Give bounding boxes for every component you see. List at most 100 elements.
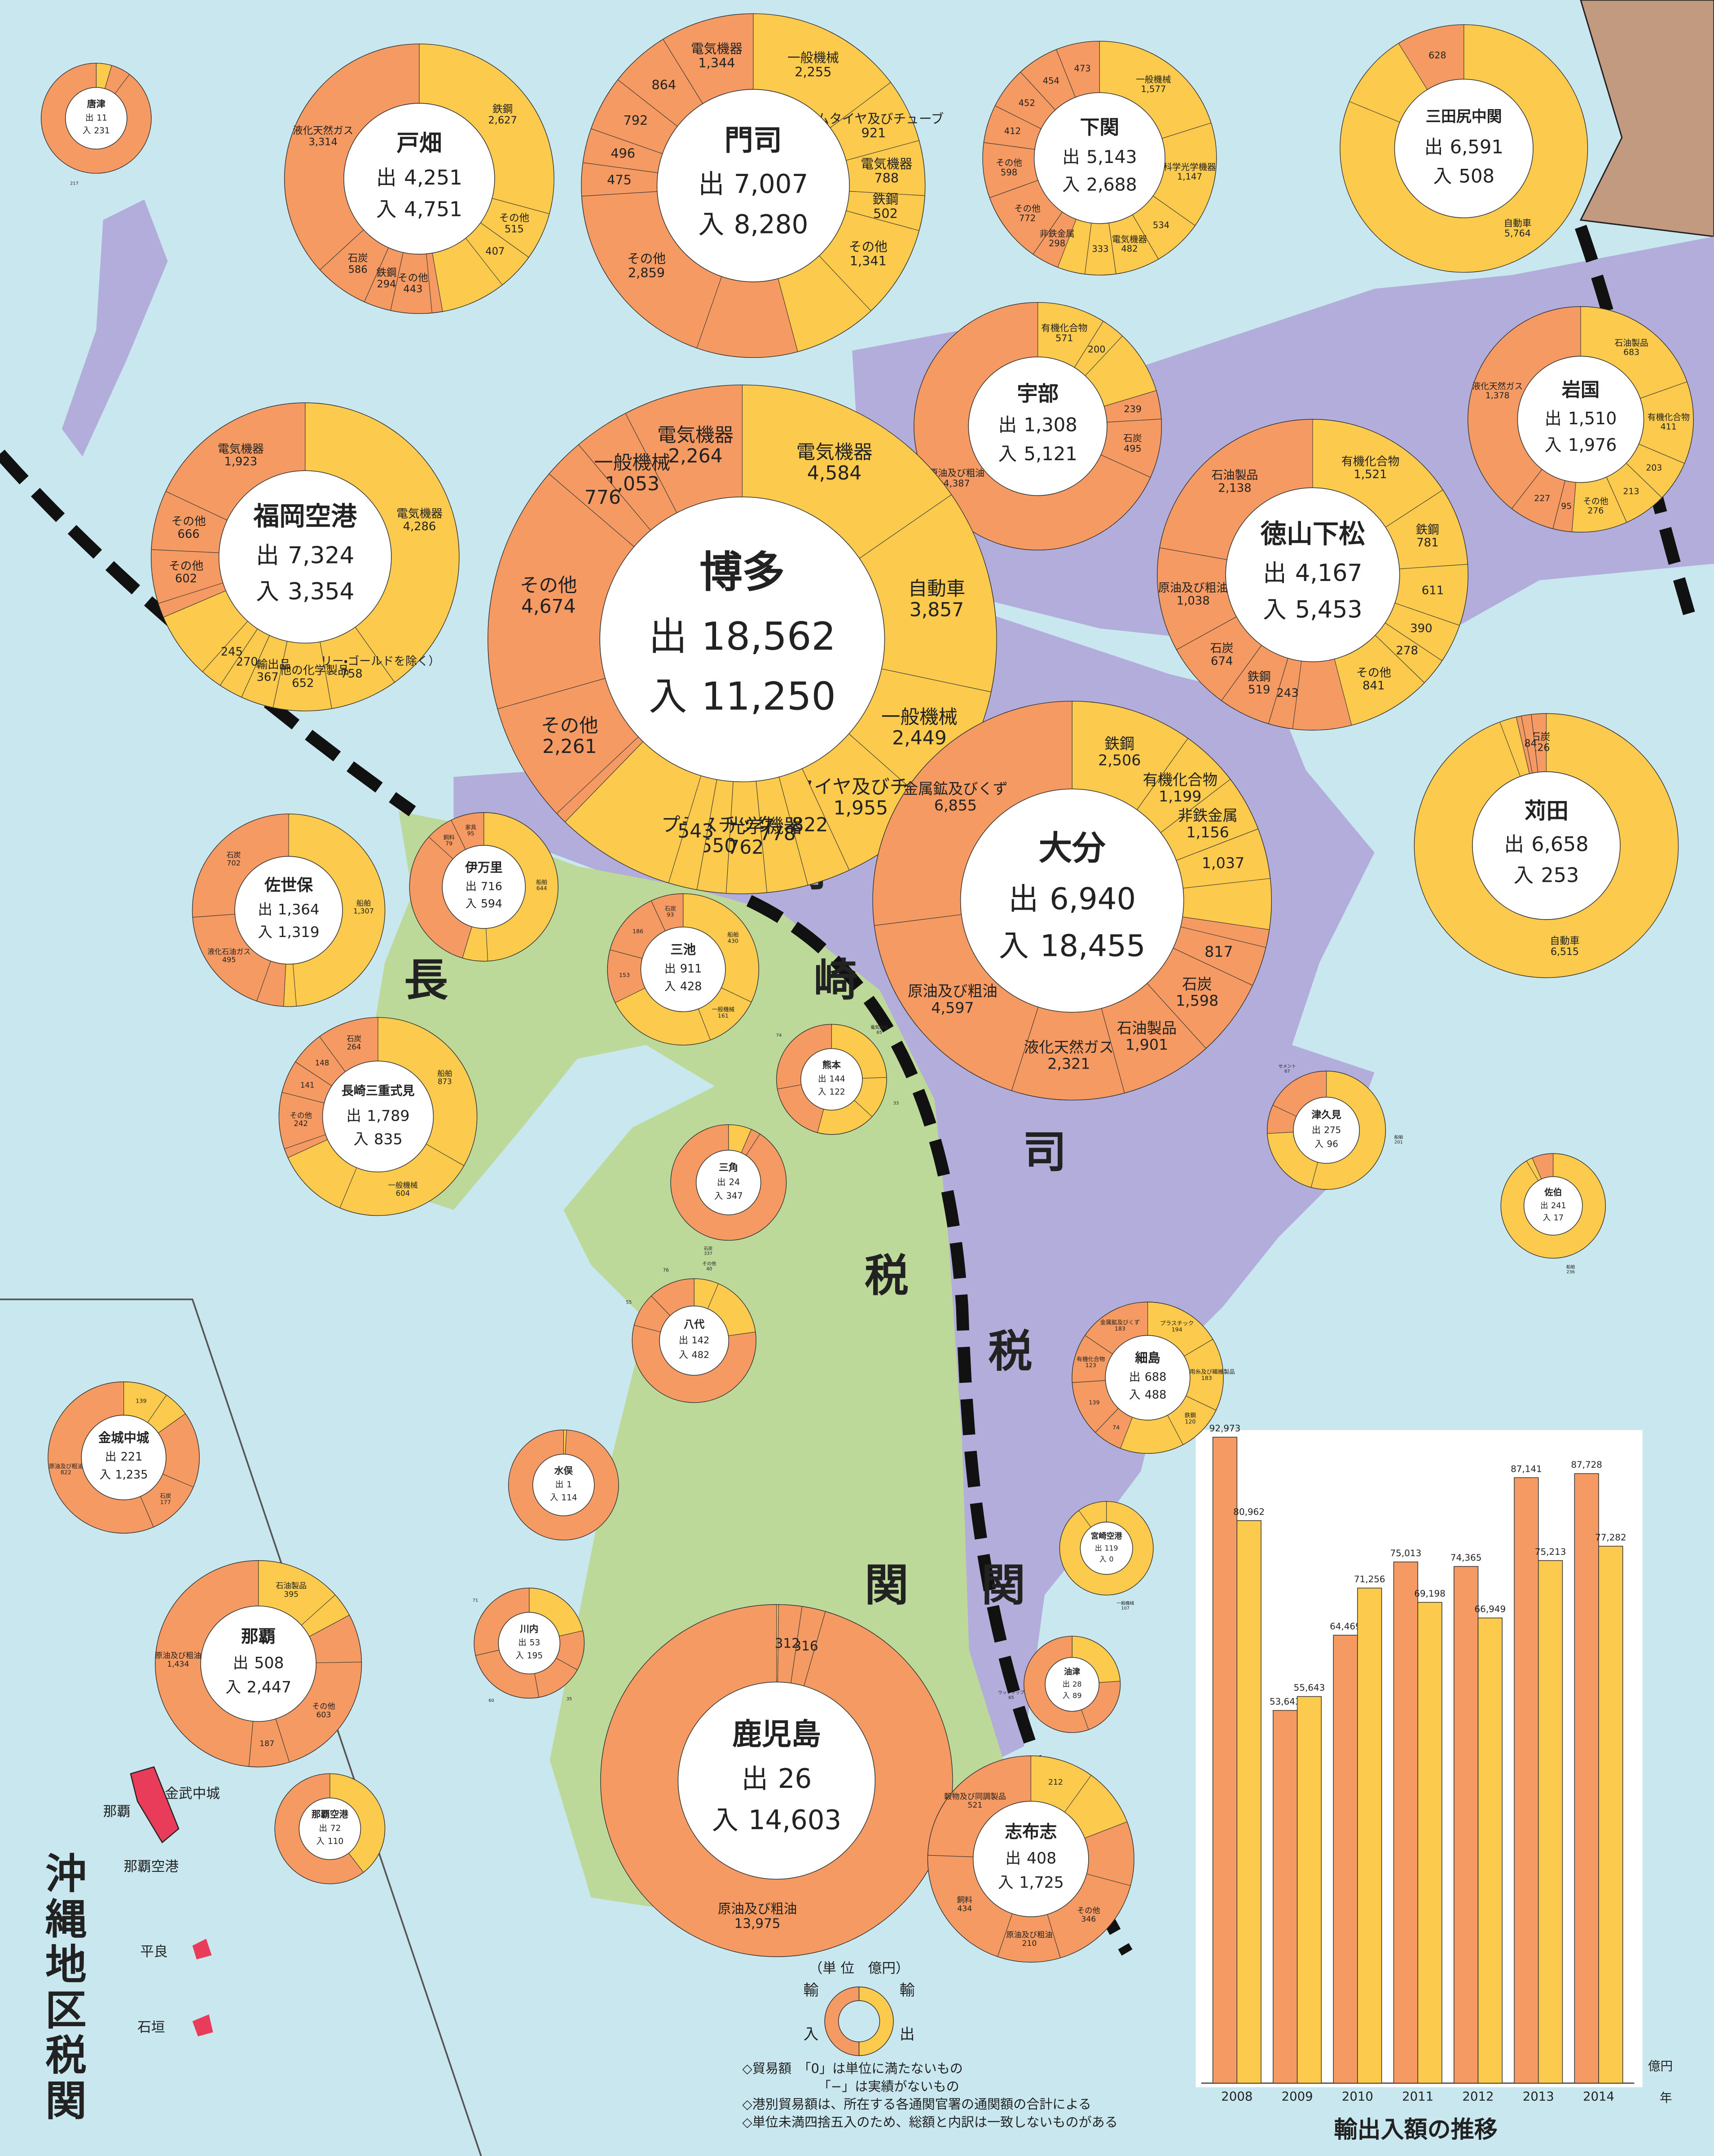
segment-name: 有機化合物 bbox=[1077, 1355, 1105, 1362]
segment-value: 2,261 bbox=[542, 736, 597, 758]
bar bbox=[1453, 1566, 1479, 2084]
x-tick-label: 2009 bbox=[1282, 2089, 1313, 2103]
total-value: 1,319 bbox=[278, 924, 320, 941]
segment-value: 55 bbox=[626, 1300, 632, 1305]
total-prefix: 出 bbox=[698, 169, 724, 199]
total-prefix: 入 bbox=[1099, 1554, 1107, 1563]
total-prefix: 出 bbox=[1129, 1371, 1140, 1384]
segment-value: 139 bbox=[136, 1397, 146, 1404]
segment-value: 67 bbox=[1284, 1069, 1290, 1074]
segment-label: 778 bbox=[760, 823, 796, 845]
segment-name: 電気機器 bbox=[396, 507, 443, 520]
total-prefix: 入 bbox=[698, 209, 724, 240]
segment-value: 6,515 bbox=[1551, 946, 1579, 958]
segment-value: 776 bbox=[585, 487, 621, 509]
segment-label: 非鉄金属 1,156 bbox=[1178, 807, 1238, 841]
total-prefix: 入 bbox=[515, 1651, 524, 1660]
total-value: 28 bbox=[1072, 1680, 1082, 1688]
segment-value: 412 bbox=[1004, 126, 1021, 136]
segment-value: 33 bbox=[893, 1101, 899, 1106]
total-prefix: 出 bbox=[85, 113, 94, 123]
segment-value: 758 bbox=[340, 667, 362, 681]
port-name: 三田尻中関 bbox=[1426, 108, 1502, 126]
segment-value: 5,764 bbox=[1504, 228, 1531, 239]
port-center bbox=[960, 788, 1184, 1013]
segment-value: 434 bbox=[957, 1905, 972, 1914]
total-value: 7,007 bbox=[734, 169, 809, 199]
port-total: 入 488 bbox=[1129, 1388, 1166, 1402]
segment-name: その他 bbox=[398, 272, 428, 284]
segment-name: 原油及び粗油 bbox=[718, 1901, 797, 1916]
port-total: 出 688 bbox=[1129, 1371, 1166, 1384]
total-prefix: 出 bbox=[664, 962, 676, 976]
total-prefix: 出 bbox=[555, 1480, 564, 1489]
segment-value: 772 bbox=[1019, 213, 1036, 223]
segment-label: 有機化合物 411 bbox=[1648, 412, 1690, 431]
segment-name: 石油製品 bbox=[1117, 1019, 1177, 1037]
total-prefix: 出 bbox=[717, 1177, 725, 1187]
port-name: 徳山下松 bbox=[1260, 519, 1365, 549]
port-center bbox=[218, 470, 392, 644]
segment-label: 148 bbox=[315, 1059, 330, 1067]
port-name: 那覇 bbox=[241, 1627, 276, 1647]
port-total: 入 482 bbox=[679, 1349, 709, 1360]
segment-value: 2,506 bbox=[1098, 751, 1141, 769]
segment-value: 473 bbox=[1074, 63, 1090, 73]
segment-name: 電気機器 bbox=[870, 1024, 888, 1030]
port-total: 出 18,562 bbox=[649, 614, 836, 659]
segment-label: 496 bbox=[611, 146, 635, 161]
segment-label: 自動車 3,857 bbox=[908, 578, 965, 621]
segment-label: 一般機械 107 bbox=[1116, 1600, 1134, 1611]
segment-name: その他 bbox=[171, 515, 206, 528]
segment-value: 702 bbox=[227, 858, 241, 867]
segment-label: 1,037 bbox=[1202, 854, 1244, 871]
segment-label: 自動車 6,515 bbox=[1550, 936, 1579, 958]
segment-label: 有機化合物 571 bbox=[1041, 322, 1087, 343]
segment-label: 543 bbox=[677, 820, 714, 842]
total-prefix: 出 bbox=[1062, 147, 1080, 167]
bar-value-label: 77,282 bbox=[1595, 1532, 1626, 1543]
segment-name: 鉄鋼 bbox=[492, 103, 513, 115]
total-value: 2,688 bbox=[1086, 174, 1137, 195]
place-label: 石垣 bbox=[137, 2020, 165, 2036]
port-total: 入 3,354 bbox=[256, 578, 354, 605]
port-center bbox=[1033, 92, 1165, 224]
segment-name: その他 bbox=[499, 212, 530, 224]
segment-label: 534 bbox=[1153, 220, 1169, 230]
total-value: 110 bbox=[328, 1837, 343, 1846]
segment-value: 604 bbox=[396, 1189, 410, 1197]
port-total: 入 11,250 bbox=[649, 674, 836, 719]
total-value: 114 bbox=[561, 1493, 577, 1502]
port-total: 出 7,324 bbox=[256, 542, 354, 569]
port-name: 三角 bbox=[719, 1162, 738, 1173]
segment-label: 石炭 586 bbox=[348, 252, 368, 275]
segment-label: その他 242 bbox=[290, 1111, 312, 1128]
segment-name: その他 bbox=[312, 1702, 335, 1711]
port-total: 出 142 bbox=[679, 1335, 709, 1346]
port-name: 金城中城 bbox=[98, 1430, 149, 1445]
port-center bbox=[1472, 771, 1621, 920]
segment-value: 2,255 bbox=[795, 64, 831, 79]
place-label: 那覇 bbox=[103, 1804, 131, 1820]
segment-name: 一般機械 bbox=[787, 50, 839, 66]
segment-value: 201 bbox=[1394, 1140, 1403, 1145]
port-total: 入 114 bbox=[550, 1493, 577, 1502]
segment-value: 183 bbox=[1201, 1374, 1212, 1381]
segment-value: 239 bbox=[1124, 404, 1142, 414]
port-center bbox=[800, 1048, 863, 1111]
port-total: 入 508 bbox=[1433, 165, 1494, 187]
segment-name: 石油製品 bbox=[1212, 469, 1258, 482]
bar bbox=[1357, 1588, 1382, 2084]
segment-label: 278 bbox=[1396, 644, 1419, 657]
total-prefix: 入 bbox=[376, 197, 396, 221]
customs-boundary bbox=[1575, 224, 1697, 621]
total-prefix: 入 bbox=[1543, 1214, 1551, 1223]
total-prefix: 入 bbox=[714, 1191, 723, 1201]
segment-name: 石炭 bbox=[348, 252, 368, 264]
segment-label: 原油及び粗油 13,975 bbox=[718, 1901, 797, 1931]
segment-label: 一般機械 1,577 bbox=[1136, 74, 1171, 94]
segment-value: 1,341 bbox=[850, 253, 887, 268]
segment-value: 245 bbox=[221, 645, 243, 659]
